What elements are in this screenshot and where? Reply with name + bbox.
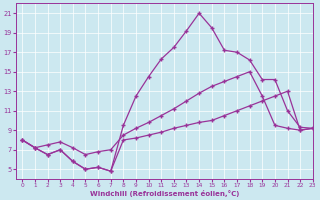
X-axis label: Windchill (Refroidissement éolien,°C): Windchill (Refroidissement éolien,°C) [90, 190, 239, 197]
